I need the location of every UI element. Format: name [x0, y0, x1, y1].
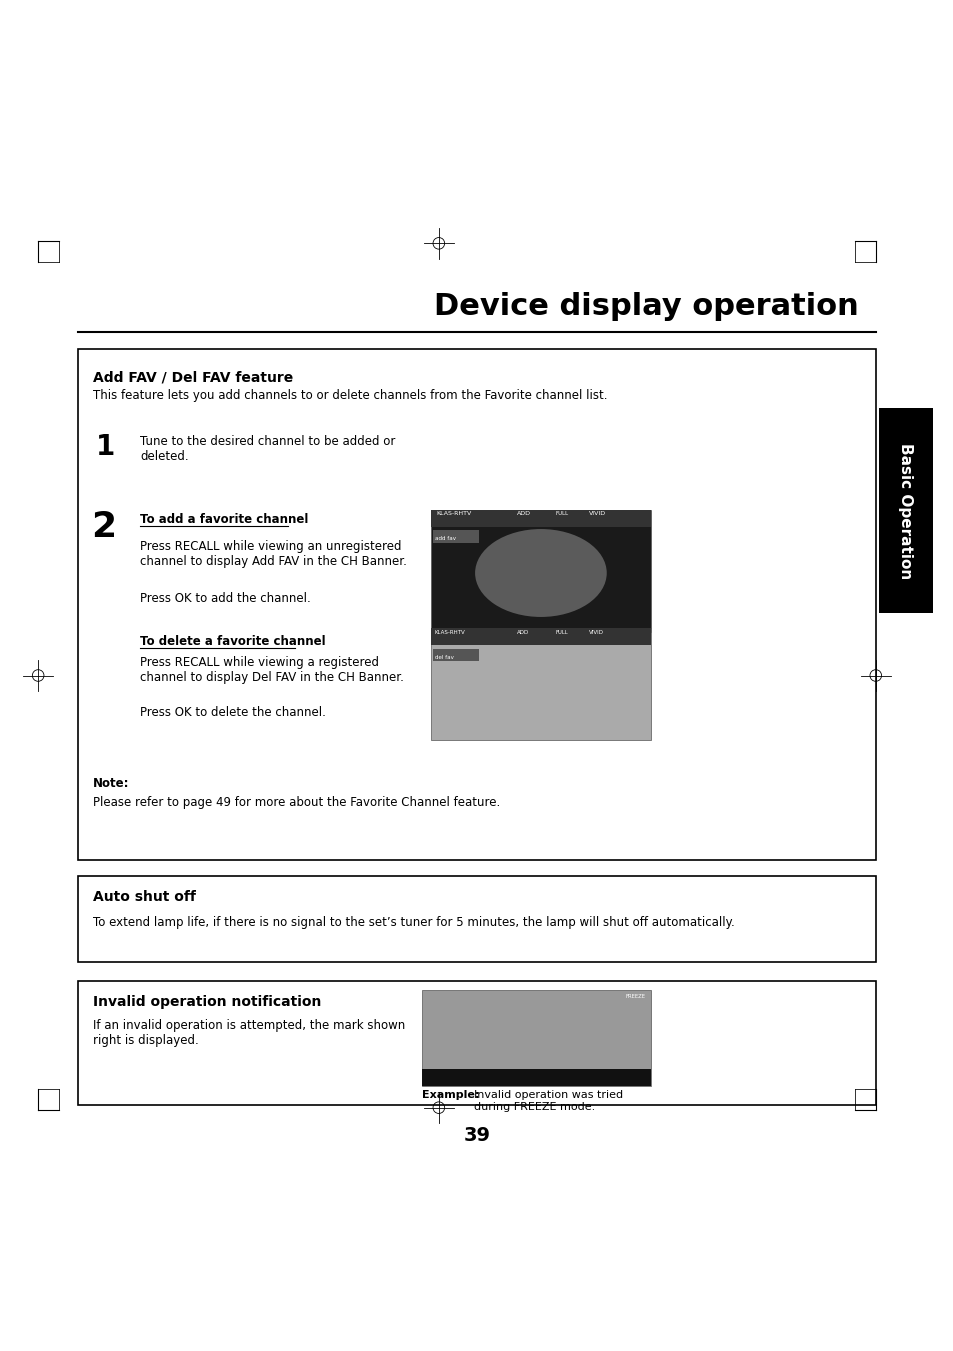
Text: KLAS-RHTV: KLAS-RHTV — [434, 630, 464, 635]
Text: KLAS-RHTV: KLAS-RHTV — [436, 512, 471, 516]
Bar — [433, 531, 478, 543]
Bar — [78, 875, 875, 962]
Text: Press OK to add the channel.: Press OK to add the channel. — [140, 592, 311, 604]
Text: To extend lamp life, if there is no signal to the set’s tuner for 5 minutes, the: To extend lamp life, if there is no sign… — [92, 916, 734, 929]
Text: Add FAV / Del FAV feature: Add FAV / Del FAV feature — [92, 370, 293, 384]
Text: Device display operation: Device display operation — [434, 292, 858, 320]
Text: del fav: del fav — [435, 654, 454, 659]
Text: Press RECALL while viewing an unregistered
channel to display Add FAV in the CH : Press RECALL while viewing an unregister… — [140, 540, 407, 567]
Text: FREEZE: FREEZE — [625, 994, 645, 1000]
Text: Please refer to page 49 for more about the Favorite Channel feature.: Please refer to page 49 for more about t… — [92, 796, 499, 809]
Text: If an invalid operation is attempted, the mark shown
right is displayed.: If an invalid operation is attempted, th… — [92, 1019, 404, 1047]
Ellipse shape — [475, 530, 606, 617]
Text: FULL: FULL — [555, 630, 567, 635]
Bar — [431, 509, 650, 527]
Text: Basic Operation: Basic Operation — [898, 443, 912, 580]
Text: Note:: Note: — [92, 777, 129, 789]
Text: 39: 39 — [463, 1125, 490, 1144]
Bar — [78, 981, 875, 1105]
Text: Press OK to delete the channel.: Press OK to delete the channel. — [140, 707, 326, 719]
Text: FULL: FULL — [555, 512, 568, 516]
Text: VIVID: VIVID — [588, 512, 605, 516]
Bar — [421, 990, 650, 1086]
Text: Tune to the desired channel to be added or
deleted.: Tune to the desired channel to be added … — [140, 435, 395, 463]
Text: Invalid operation was tried
during FREEZE mode.: Invalid operation was tried during FREEZ… — [474, 1090, 622, 1112]
Text: Invalid operation notification: Invalid operation notification — [92, 996, 320, 1009]
Text: 1: 1 — [95, 434, 114, 461]
Bar — [431, 628, 650, 740]
Bar — [433, 648, 478, 661]
Bar — [878, 408, 932, 613]
Bar — [421, 1069, 650, 1086]
Text: To delete a favorite channel: To delete a favorite channel — [140, 635, 326, 648]
Text: Example:: Example: — [421, 1090, 478, 1101]
Text: To add a favorite channel: To add a favorite channel — [140, 513, 308, 527]
Bar — [431, 509, 650, 632]
Text: 2: 2 — [91, 509, 116, 543]
Text: Auto shut off: Auto shut off — [92, 890, 195, 904]
Text: VIVID: VIVID — [588, 630, 603, 635]
Text: Press RECALL while viewing a registered
channel to display Del FAV in the CH Ban: Press RECALL while viewing a registered … — [140, 657, 404, 685]
Bar — [78, 349, 875, 859]
Text: ADD: ADD — [517, 630, 529, 635]
Text: This feature lets you add channels to or delete channels from the Favorite chann: This feature lets you add channels to or… — [92, 389, 606, 403]
Text: ADD: ADD — [517, 512, 531, 516]
Bar — [431, 628, 650, 644]
Text: add fav: add fav — [435, 536, 456, 542]
